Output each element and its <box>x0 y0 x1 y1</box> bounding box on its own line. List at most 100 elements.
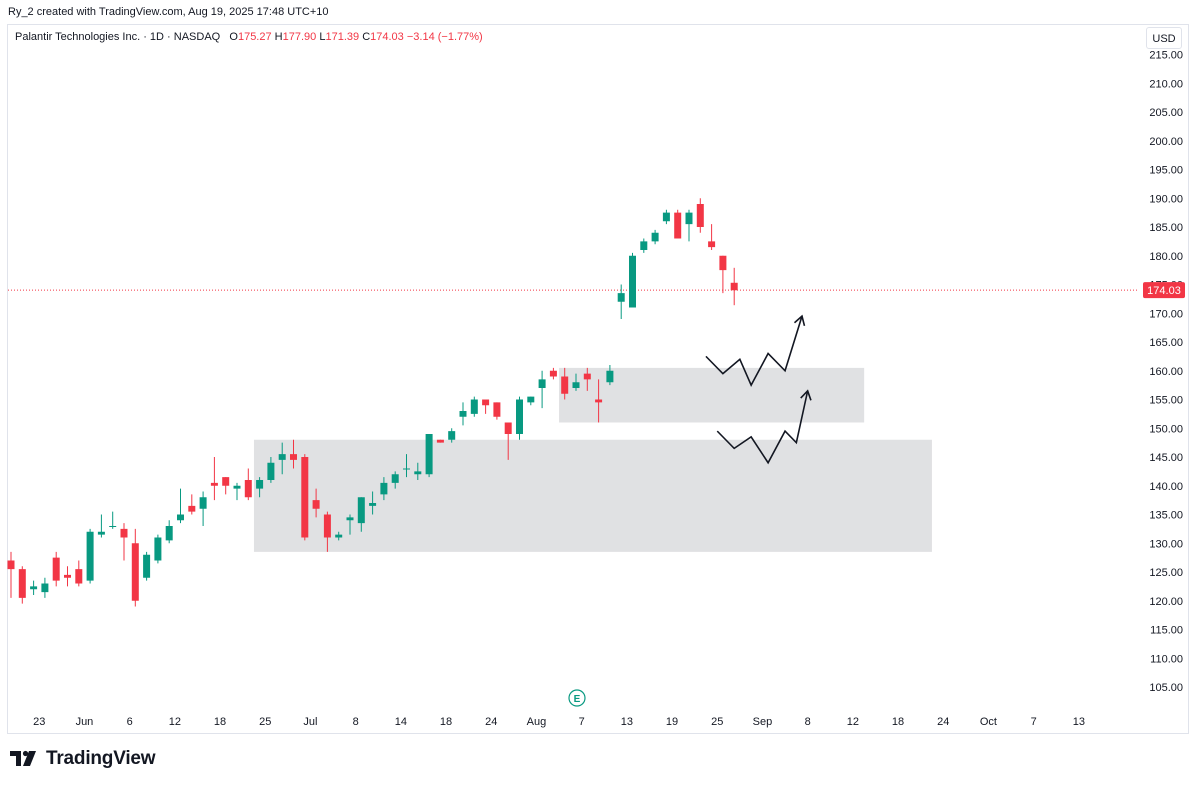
earnings-marker[interactable]: E <box>568 689 586 707</box>
candle <box>459 402 467 426</box>
y-tick-label: 215.00 <box>1149 50 1183 62</box>
candle <box>662 209 670 225</box>
candle-body <box>651 232 659 242</box>
y-tick-label: 200.00 <box>1149 136 1183 148</box>
candle-body <box>64 574 71 578</box>
candle <box>380 477 388 501</box>
candle <box>30 580 38 595</box>
candle <box>256 477 264 498</box>
candle-body <box>527 396 535 403</box>
y-tick-label: 105.00 <box>1149 682 1183 694</box>
projection-path <box>716 390 809 465</box>
open-label: O <box>229 31 238 43</box>
x-tick-label: 19 <box>666 716 678 728</box>
candle <box>572 373 580 391</box>
x-tick-label: 25 <box>711 716 723 728</box>
candle-body <box>629 255 636 308</box>
candle-body <box>448 431 456 440</box>
x-tick-label: 23 <box>33 716 45 728</box>
x-tick-label: Oct <box>980 716 997 728</box>
candle-body <box>403 468 410 470</box>
candle-body <box>143 554 151 578</box>
x-tick-label: 6 <box>127 716 133 728</box>
candle-body <box>504 422 512 434</box>
candle-body <box>436 439 444 443</box>
price-label: 174.03 <box>1143 282 1185 299</box>
candle <box>177 488 184 524</box>
y-tick-label: 130.00 <box>1149 538 1183 550</box>
arrows-layer <box>705 314 812 465</box>
candle <box>504 422 512 460</box>
candle-body <box>177 514 184 521</box>
candle-body <box>595 399 603 403</box>
x-tick-label: 25 <box>259 716 271 728</box>
candle <box>222 477 230 495</box>
candle <box>549 367 557 380</box>
candle-body <box>154 537 162 561</box>
candle-body <box>312 500 320 509</box>
candle-body <box>233 485 241 489</box>
candle <box>75 560 83 587</box>
candle-body <box>391 474 399 483</box>
candle <box>52 551 60 587</box>
price-label-text: 174.03 <box>1147 285 1181 297</box>
tradingview-logo: TradingView <box>10 748 156 770</box>
y-tick-label: 210.00 <box>1149 78 1183 90</box>
candle-body <box>493 402 501 417</box>
candle <box>719 255 727 294</box>
candle <box>482 399 490 414</box>
candle-body <box>256 480 264 489</box>
candle-body <box>30 586 38 590</box>
arrow-head <box>793 314 806 327</box>
candle-body <box>662 212 670 222</box>
x-tick-label: 24 <box>937 716 949 728</box>
candle <box>18 566 26 604</box>
candle-body <box>188 505 196 512</box>
candle <box>290 439 297 469</box>
currency-button[interactable]: USD <box>1146 27 1182 49</box>
candle <box>143 551 151 581</box>
y-tick-label: 195.00 <box>1149 165 1183 177</box>
y-tick-label: 115.00 <box>1150 625 1183 637</box>
x-tick-label: Sep <box>753 716 773 728</box>
candle <box>165 520 173 544</box>
candle-body <box>199 497 207 509</box>
candle-body <box>482 399 490 406</box>
y-tick-label: 155.00 <box>1149 395 1183 407</box>
candle-body <box>708 241 716 248</box>
candle <box>696 198 704 233</box>
x-tick-label: 12 <box>169 716 181 728</box>
candle-body <box>459 411 467 417</box>
candle-body <box>516 399 523 434</box>
y-tick-label: 135.00 <box>1149 510 1183 522</box>
symbol-legend: Palantir Technologies Inc. · 1D · NASDAQ… <box>15 31 483 43</box>
candle <box>154 534 162 564</box>
candle-body <box>572 382 580 388</box>
candle <box>109 511 117 529</box>
candle <box>267 457 275 483</box>
earnings-marker-circle <box>568 689 586 707</box>
symbol-title: Palantir Technologies Inc. · 1D · NASDAQ <box>15 31 221 43</box>
candle <box>7 551 15 598</box>
candle-body <box>165 526 173 541</box>
candle <box>210 457 218 501</box>
candle-body <box>290 454 297 460</box>
projection-arrow <box>705 314 806 387</box>
price-label-bg <box>1143 282 1185 299</box>
candle-body <box>41 583 49 593</box>
candle <box>335 531 343 541</box>
candle-body <box>414 471 422 475</box>
candle <box>527 396 535 406</box>
tradingview-logo-icon <box>10 750 36 766</box>
candle <box>629 252 636 308</box>
candle <box>538 370 546 409</box>
candle-body <box>549 370 557 377</box>
candle <box>414 462 422 480</box>
candle <box>493 402 501 420</box>
candle <box>403 454 410 478</box>
x-tick-label: 8 <box>805 716 811 728</box>
candle <box>730 267 738 306</box>
x-tick-label: 24 <box>485 716 497 728</box>
y-tick-label: 190.00 <box>1149 193 1183 205</box>
